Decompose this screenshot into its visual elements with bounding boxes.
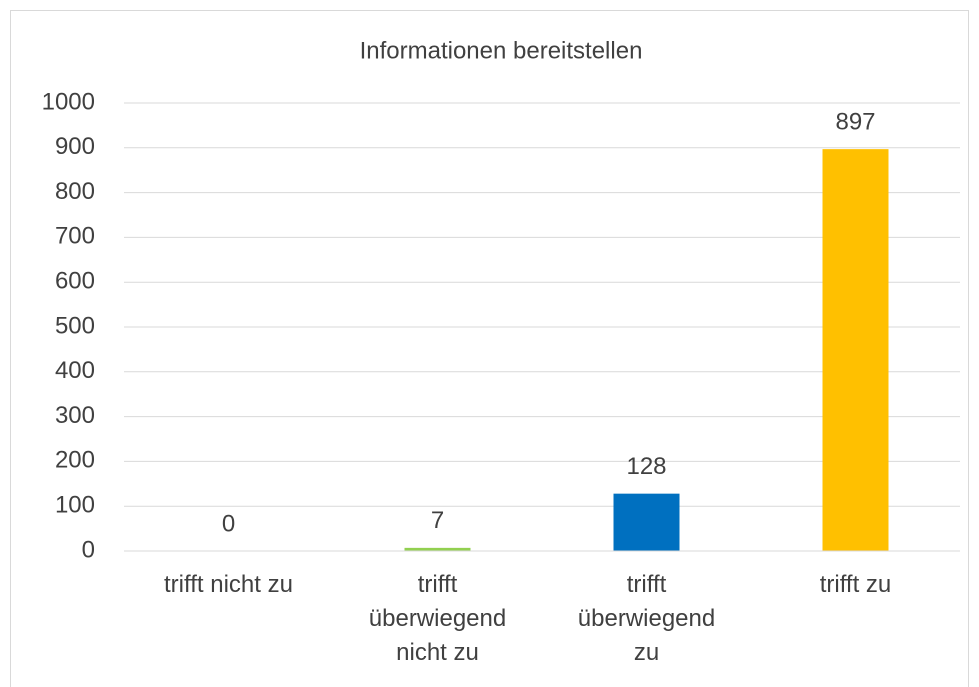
value-label: 0	[222, 510, 235, 537]
value-label: 7	[431, 507, 444, 534]
chart-title: Informationen bereitstellen	[360, 37, 643, 64]
value-label: 128	[626, 453, 666, 480]
y-tick-label: 700	[55, 223, 95, 250]
x-tick-label: trifft zu	[819, 571, 892, 598]
bar	[613, 493, 680, 551]
x-tick-label: trifft überwiegend zu	[577, 571, 716, 666]
y-tick-label: 900	[55, 133, 95, 160]
x-tick-label: trifft überwiegend nicht zu	[368, 571, 507, 666]
bar	[404, 547, 471, 551]
y-tick-label: 400	[55, 357, 95, 384]
x-tick-label-box: trifft überwiegend nicht zu	[368, 571, 507, 666]
x-tick-label-box: trifft überwiegend zu	[577, 571, 716, 666]
y-tick-label: 500	[55, 312, 95, 339]
y-tick-label: 600	[55, 268, 95, 295]
y-tick-label: 1000	[42, 88, 95, 115]
x-tick-label: trifft nicht zu	[164, 571, 293, 598]
y-tick-label: 800	[55, 178, 95, 205]
y-tick-label: 200	[55, 447, 95, 474]
y-tick-label: 0	[82, 536, 95, 563]
bar	[822, 149, 889, 552]
chart-frame	[10, 10, 969, 687]
x-tick-label-box: trifft nicht zu	[164, 571, 293, 598]
x-tick-label-box: trifft zu	[819, 571, 892, 598]
y-tick-label: 300	[55, 402, 95, 429]
value-label: 897	[835, 108, 875, 135]
y-tick-label: 100	[55, 492, 95, 519]
